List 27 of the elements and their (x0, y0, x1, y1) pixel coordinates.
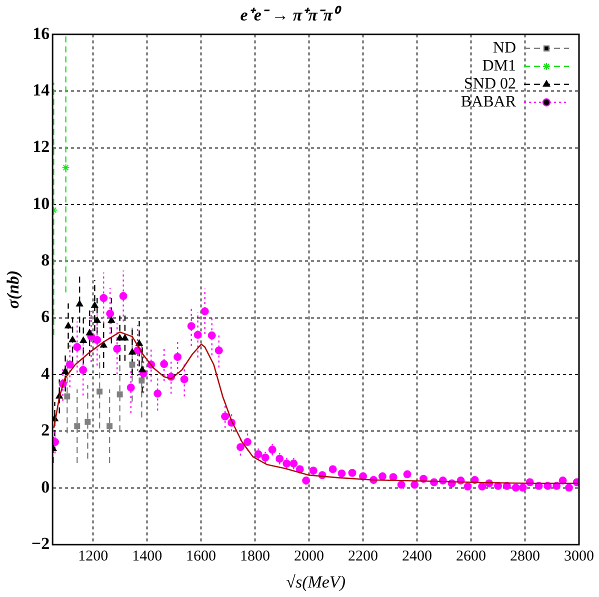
x-tick-label: 1600 (186, 548, 216, 565)
x-tick-label: 3000 (564, 548, 594, 565)
y-axis-title: σ(nb) (4, 270, 23, 309)
y-tick-label: 8 (41, 250, 50, 270)
y-tick-label: 12 (32, 137, 50, 156)
legend-label: BABAR (460, 94, 516, 111)
y-tick-label: −2 (31, 534, 50, 553)
y-tick-label: 16 (32, 24, 50, 43)
legend-label: DM1 (482, 58, 516, 75)
y-tick-label: 6 (41, 307, 50, 326)
legend-label: SND 02 (464, 76, 516, 93)
x-tick-label: 2000 (294, 548, 324, 565)
y-tick-label: 4 (41, 364, 50, 383)
x-tick-label: 1800 (240, 548, 270, 565)
y-tick-label: 10 (32, 194, 50, 213)
x-tick-label: 2800 (510, 548, 540, 565)
x-axis-title: √s(MeV) (286, 572, 346, 592)
x-tick-label: 2200 (348, 548, 378, 565)
legend-label: ND (492, 40, 516, 57)
chart-title: e⁺e⁻ → π⁺π⁻π⁰ (240, 6, 343, 25)
x-tick-label: 2600 (456, 548, 486, 565)
y-tick-label: 0 (41, 477, 50, 496)
x-tick-label: 2400 (402, 548, 432, 565)
x-tick-label: 1400 (132, 548, 162, 565)
y-tick-label: 2 (41, 420, 50, 440)
x-tick-label: 1200 (78, 548, 108, 565)
y-tick-label: 14 (32, 80, 50, 100)
